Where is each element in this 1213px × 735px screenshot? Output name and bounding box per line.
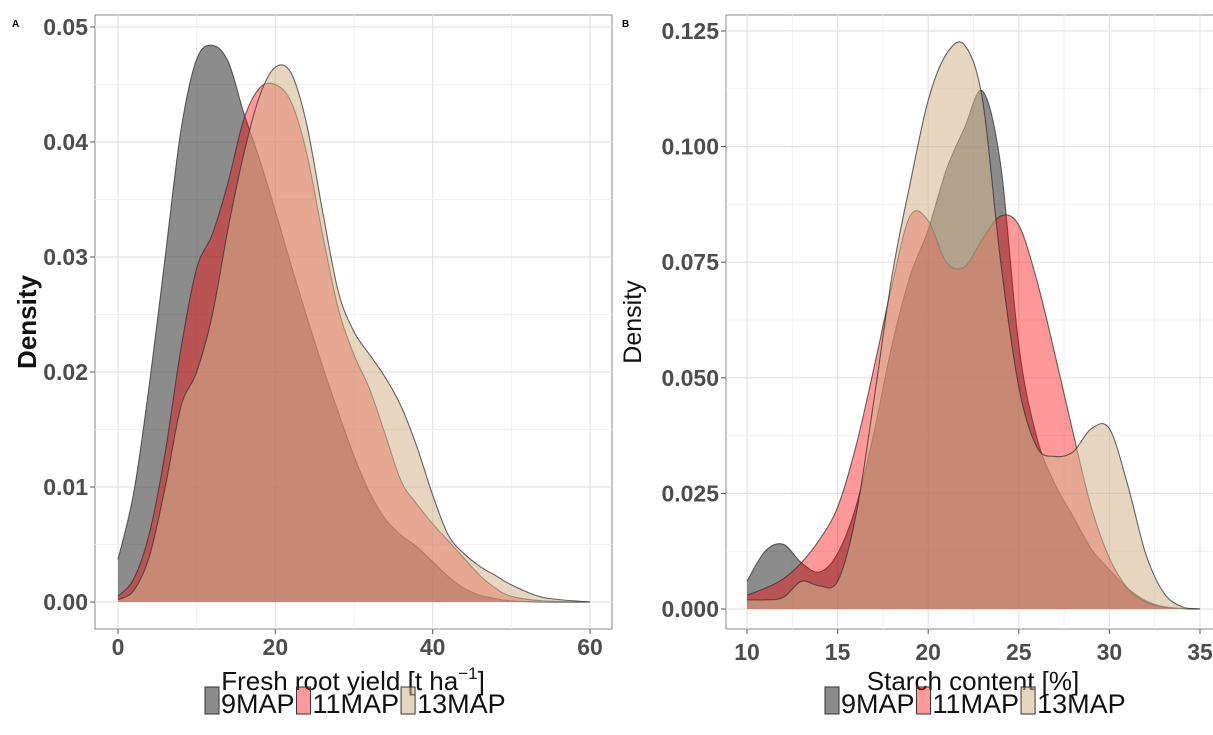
panel-b-x-tick-label: 25	[1006, 639, 1032, 665]
panel-b-tag: B	[622, 19, 629, 30]
panel-b-y-ticks: 0.000 0.025 0.050 0.075 0.100 0.125	[661, 18, 726, 622]
panel-a-legend: 9MAP 11MAP 13MAP	[204, 686, 506, 719]
panel-b-x-tick-label: 35	[1187, 639, 1213, 665]
panel-a-y-tick-label: 0.04	[43, 129, 88, 155]
panel-a-legend-swatch-9MAP	[204, 686, 220, 715]
panel-b-x-tick-label: 20	[915, 639, 941, 665]
panel-b-x-tick-label: 15	[825, 639, 851, 665]
panel-b-legend: 9MAP 11MAP 13MAP	[824, 686, 1126, 719]
panel-b-x-ticks: 10 15 20 25 30 35	[734, 629, 1213, 665]
panel-a-legend-swatch-11MAP	[296, 686, 312, 715]
panel-b-y-axis-title: Density	[619, 280, 647, 364]
panel-a-x-tick-label: 0	[112, 634, 125, 660]
panel-a-y-tick-label: 0.02	[43, 359, 88, 385]
panel-a-legend-label-13MAP: 13MAP	[417, 689, 506, 719]
panel-b-x-tick-label: 10	[734, 639, 760, 665]
panel-b-x-axis-title: Starch content [%]	[867, 666, 1079, 696]
panel-a-x-tick-label: 20	[263, 634, 289, 660]
panel-a-x-axis-title: Fresh root yield [t ha−1]	[221, 664, 485, 696]
panel-a-outline-13MAP	[117, 64, 591, 603]
panel-b-outline-13MAP	[746, 41, 1201, 610]
panel-b-y-tick-label: 0.050	[661, 365, 719, 391]
panel-b-y-tick-label: 0.125	[661, 18, 719, 44]
panel-a-density-areas	[117, 44, 591, 603]
panel-b-y-tick-label: 0.000	[661, 596, 719, 622]
panel-a-y-tick-label: 0.01	[43, 474, 88, 500]
panel-a-legend-swatch-13MAP	[400, 686, 416, 715]
panel-a-tag: A	[12, 19, 19, 30]
panel-a-y-tick-label: 0.03	[43, 244, 88, 270]
panel-b-legend-label-9MAP: 9MAP	[841, 689, 915, 719]
panel-b-area-13MAP	[747, 41, 1200, 610]
panel-b-y-tick-label: 0.100	[661, 134, 719, 160]
panel-b-legend-swatch-11MAP	[916, 686, 932, 715]
panel-b-y-tick-label: 0.025	[661, 480, 719, 506]
panel-b-density-areas	[746, 41, 1201, 610]
panel-b-legend-label-11MAP: 11MAP	[933, 689, 1020, 719]
panel-a-y-tick-label: 0.00	[43, 589, 88, 615]
panel-a-area-13MAP	[118, 64, 590, 603]
panel-a-y-ticks: 0.00 0.01 0.02 0.03 0.04 0.05	[43, 14, 95, 615]
panel-a-y-axis-title: Density	[12, 275, 42, 369]
panel-b-x-tick-label: 30	[1097, 639, 1123, 665]
panel-a-x-tick-label: 40	[420, 634, 446, 660]
panel-a: A 0.00 0.01 0.02 0.03 0.04 0.05 0 20 40 60 Densi…	[12, 14, 613, 719]
panel-b-legend-label-13MAP: 13MAP	[1037, 689, 1126, 719]
panel-a-x-tick-label: 60	[577, 634, 603, 660]
panel-a-y-tick-label: 0.05	[43, 14, 88, 40]
panel-b-y-tick-label: 0.075	[661, 249, 719, 275]
panel-b: B 0.000 0.025 0.050 0.075 0.100 0.125 10 15 20 2…	[619, 14, 1213, 719]
panel-a-legend-label-11MAP: 11MAP	[313, 689, 400, 719]
panel-a-x-ticks: 0 20 40 60	[112, 629, 603, 660]
panel-b-legend-swatch-9MAP	[824, 686, 840, 715]
panel-a-legend-label-9MAP: 9MAP	[221, 689, 295, 719]
panel-b-legend-swatch-13MAP	[1020, 686, 1036, 715]
